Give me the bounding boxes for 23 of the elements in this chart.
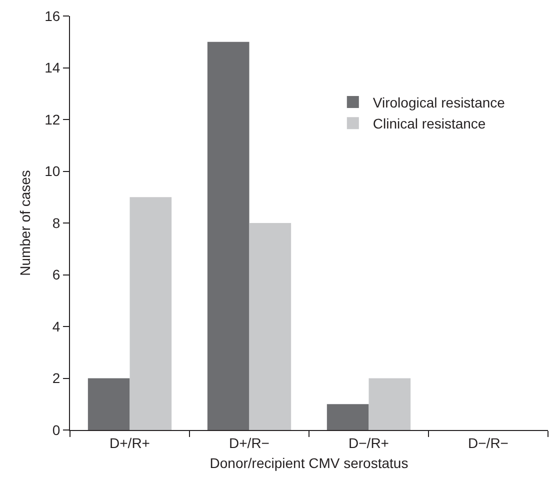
y-tick-label: 2	[52, 370, 60, 386]
y-tick-label: 8	[52, 214, 60, 231]
y-tick-label: 14	[44, 60, 60, 76]
y-tick-label: 6	[52, 266, 60, 283]
y-tick-label: 16	[44, 8, 60, 24]
y-tick-label: 4	[52, 318, 60, 334]
x-tick-label: D+/R+	[110, 434, 150, 451]
y-tick-label: 10	[44, 163, 60, 180]
bar	[326, 404, 369, 430]
x-tick-label: D−/R−	[468, 434, 508, 451]
bar	[130, 197, 172, 430]
legend-label: Clinical resistance	[372, 116, 486, 132]
x-tick-label: D+/R−	[229, 434, 270, 451]
y-axis-title: Number of cases	[17, 170, 34, 276]
legend-label: Virological resistance	[372, 94, 506, 110]
y-tick-label: 12	[44, 111, 60, 128]
x-axis-title: Donor/recipient CMV serostatus	[210, 455, 408, 472]
x-tick-label: D−/R+	[348, 434, 389, 451]
bar	[368, 378, 411, 430]
y-tick-label: 0	[52, 422, 60, 438]
bar	[207, 42, 250, 430]
bar	[249, 223, 292, 430]
bar	[88, 378, 130, 430]
